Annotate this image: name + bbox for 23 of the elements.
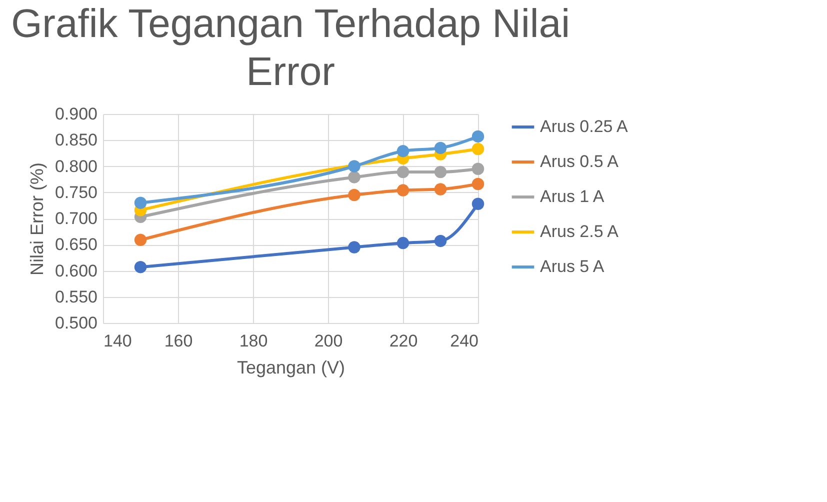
y-tick-label: 0.750: [54, 182, 98, 202]
x-tick-label: 200: [314, 332, 343, 350]
y-tick-label: 0.700: [54, 209, 98, 228]
y-axis-title: Nilai Error (%): [26, 162, 47, 276]
y-tick-label: 0.800: [54, 156, 98, 176]
legend-label: Arus 5 A: [540, 257, 605, 276]
y-tick-label: 0.550: [54, 287, 98, 306]
x-tick-label: 180: [239, 332, 268, 350]
y-tick-label: 0.600: [54, 261, 98, 280]
x-axis-title: Tegangan (V): [236, 358, 346, 378]
x-tick-label: 140: [104, 332, 132, 350]
y-tick-label: 0.500: [54, 314, 98, 332]
x-tick-label: 220: [389, 332, 418, 350]
y-tick-label: 0.900: [54, 104, 98, 124]
y-tick-label: 0.650: [54, 235, 98, 254]
legend-label: Arus 0.25 A: [540, 117, 629, 136]
x-tick-label: 160: [164, 332, 193, 350]
y-tick-label: 0.850: [54, 130, 98, 150]
legend-label: Arus 1 A: [540, 187, 605, 206]
chart-title: Grafik Tegangan Terhadap Nilai Error: [11, 2, 570, 94]
x-tick-label: 240: [450, 332, 478, 350]
legend-label: Arus 0.5 A: [540, 152, 620, 171]
legend-label: Arus 2.5 A: [540, 222, 620, 241]
